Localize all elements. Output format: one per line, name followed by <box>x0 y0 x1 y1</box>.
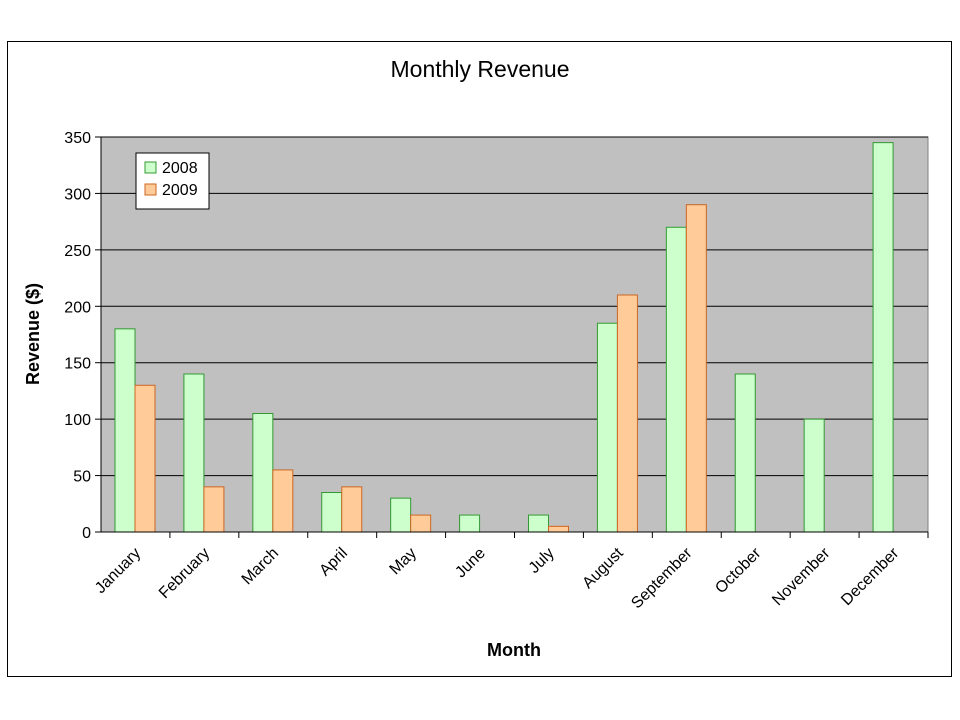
y-tick-labels: 0 50 100 150 200 250 300 350 <box>64 130 91 542</box>
x-tick-labels: January February March April May June July Augu… <box>92 544 903 612</box>
bar-2009-july <box>548 525 569 533</box>
x-tick-label-march: March <box>239 545 282 588</box>
x-axis-title: Month <box>487 640 541 660</box>
bar-2008-october <box>734 373 756 533</box>
bar-2009-may <box>410 514 432 533</box>
chart-title: Monthly Revenue <box>391 56 570 82</box>
bar-2008-june <box>459 514 481 533</box>
x-tick-label-november: November <box>769 544 834 609</box>
bar-2008-april <box>321 492 343 533</box>
bar-2009-january <box>134 384 156 533</box>
y-tick-label: 50 <box>73 469 91 486</box>
bar-2009-april <box>341 486 363 533</box>
legend-swatch-2008 <box>144 161 157 174</box>
y-tick-label: 150 <box>64 356 91 373</box>
y-tick-label: 200 <box>64 299 91 316</box>
bar-2008-march <box>252 413 274 533</box>
x-tick-label-february: February <box>156 545 213 602</box>
x-tick-label-august: August <box>579 544 627 592</box>
plot-area <box>100 136 929 533</box>
legend: 2008 2009 <box>135 152 210 210</box>
legend-swatch-2009 <box>144 183 157 196</box>
bar-2008-january <box>114 328 136 533</box>
x-tick-label-july: July <box>526 545 558 577</box>
bars <box>114 142 894 533</box>
gridlines <box>101 136 928 477</box>
y-axis-title: Revenue ($) <box>23 283 43 385</box>
bar-2008-november <box>803 418 825 533</box>
legend-label-2009: 2009 <box>162 182 198 199</box>
bar-2009-september <box>685 204 707 533</box>
x-tick-label-january: January <box>92 545 144 597</box>
y-tick-label: 350 <box>64 130 91 147</box>
bar-2008-august <box>596 322 618 533</box>
bar-2009-march <box>272 469 294 533</box>
bar-2008-february <box>183 373 205 533</box>
bar-2008-september <box>665 226 687 533</box>
x-tick-label-april: April <box>316 545 351 580</box>
y-tick-label: 300 <box>64 186 91 203</box>
x-tick-label-october: October <box>712 544 765 597</box>
bar-2009-february <box>203 486 225 533</box>
y-tick-label: 0 <box>82 525 91 542</box>
bar-2009-august <box>616 294 638 533</box>
y-tick-label: 250 <box>64 243 91 260</box>
x-tick-label-september: September <box>628 544 696 612</box>
y-tick-label: 100 <box>64 412 91 429</box>
x-tick-label-may: May <box>387 545 420 578</box>
x-tick-label-june: June <box>452 545 489 582</box>
bar-2008-may <box>390 497 412 533</box>
legend-label-2008: 2008 <box>162 160 198 177</box>
axes <box>95 136 929 538</box>
bar-2008-december <box>872 142 894 533</box>
bar-2008-july <box>528 514 549 533</box>
x-tick-label-december: December <box>838 544 903 609</box>
